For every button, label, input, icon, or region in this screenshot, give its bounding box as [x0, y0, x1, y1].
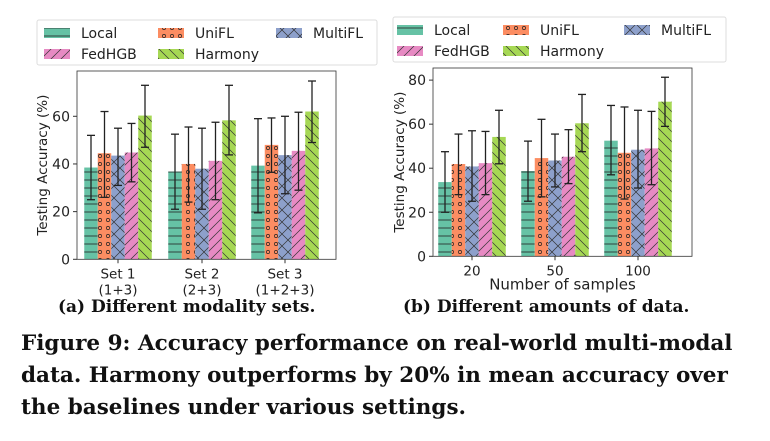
bar-hatch-local [168, 171, 182, 260]
bar-hatch-multifl [548, 160, 562, 257]
legend-label-local: Local [81, 26, 117, 42]
y-tick-label: 60 [408, 117, 426, 133]
y-tick-label: 40 [408, 161, 426, 177]
legend-hatch-local [44, 28, 70, 38]
bar-hatch-harmony [658, 101, 672, 257]
legend-label-harmony: Harmony [540, 44, 604, 60]
legend-hatch-harmony [503, 46, 529, 56]
legend-label-local: Local [434, 23, 470, 39]
bar-hatch-local [521, 171, 535, 257]
legend-hatch-multifl [276, 28, 302, 38]
legend-hatch-unifl [503, 25, 529, 35]
x-tick-label: Set 2 [184, 266, 219, 282]
legend-hatch-local [397, 25, 423, 35]
plot-frame [76, 70, 337, 260]
bar-hatch-fedhgb [478, 163, 493, 257]
bar-hatch-multifl [278, 155, 292, 260]
legend-label-fedhgb: FedHGB [81, 47, 137, 63]
figure-charts: Local UniFL MultiFL FedHGB Harmony 0 20 40 60 Set… [35, 16, 727, 298]
y-tick-label: 40 [52, 157, 70, 173]
subcaption-b: (b) Different amounts of data. [403, 297, 690, 317]
bar-hatch-local [84, 167, 98, 260]
bar-hatch-unifl [534, 158, 549, 257]
plot-frame [432, 67, 693, 257]
bar-hatch-unifl [451, 164, 466, 257]
y-tick-label: 80 [408, 73, 426, 89]
legend-hatch-fedhgb [44, 49, 70, 59]
legend-label-fedhgb: FedHGB [434, 44, 490, 60]
bar-hatch-fedhgb [124, 152, 139, 260]
x-tick-label: 50 [546, 263, 563, 279]
legend-label-multifl: MultiFL [661, 23, 711, 39]
bar-hatch-fedhgb [291, 150, 306, 260]
y-axis-label: Testing Accuracy (%) [35, 95, 51, 237]
bar-hatch-fedhgb [208, 160, 223, 260]
bar-hatch-unifl [264, 144, 279, 260]
y-tick-label: 20 [408, 205, 426, 221]
bar-hatch-unifl [97, 153, 112, 260]
bar-hatch-fedhgb [561, 156, 576, 257]
x-tick-label: (2+3) [182, 282, 221, 298]
legend-label-unifl: UniFL [195, 26, 234, 42]
legend-label-harmony: Harmony [195, 47, 259, 63]
bar-hatch-local [438, 182, 452, 257]
y-tick-label: 20 [52, 205, 70, 221]
bar-hatch-unifl [617, 152, 632, 257]
bar-hatch-multifl [195, 168, 209, 260]
figure-caption: Figure 9: Accuracy performance on real-w… [21, 331, 733, 420]
x-tick-label: (1+3) [98, 282, 137, 298]
y-tick-label: 60 [52, 109, 70, 125]
legend-hatch-multifl [624, 25, 650, 35]
x-axis-label: Number of samples [489, 275, 636, 293]
x-tick-label: Set 1 [100, 266, 135, 282]
x-tick-label: Set 3 [267, 266, 302, 282]
legend-label-unifl: UniFL [540, 23, 579, 39]
y-tick-label: 0 [417, 249, 426, 265]
bar-hatch-local [604, 140, 618, 257]
legend-label-multifl: MultiFL [313, 26, 363, 42]
y-axis-label: Testing Accuracy (%) [392, 92, 408, 234]
x-tick-label: 20 [463, 263, 480, 279]
bar-hatch-multifl [631, 149, 645, 257]
bar-hatch-fedhgb [644, 148, 659, 257]
bar-hatch-harmony [492, 136, 506, 257]
bar-hatch-multifl [465, 166, 479, 257]
bar-hatch-unifl [181, 163, 196, 260]
legend-hatch-fedhgb [397, 46, 423, 56]
x-tick-label: (1+2+3) [256, 282, 315, 298]
bar-hatch-harmony [138, 115, 152, 260]
bar-hatch-harmony [305, 111, 319, 260]
bar-hatch-multifl [111, 155, 125, 260]
legend-hatch-harmony [158, 49, 184, 59]
y-tick-label: 0 [61, 252, 70, 268]
bar-hatch-harmony [575, 123, 589, 257]
legend-hatch-unifl [158, 28, 184, 38]
x-tick-label: 100 [625, 263, 651, 279]
subcaption-a: (a) Different modality sets. [58, 297, 316, 317]
